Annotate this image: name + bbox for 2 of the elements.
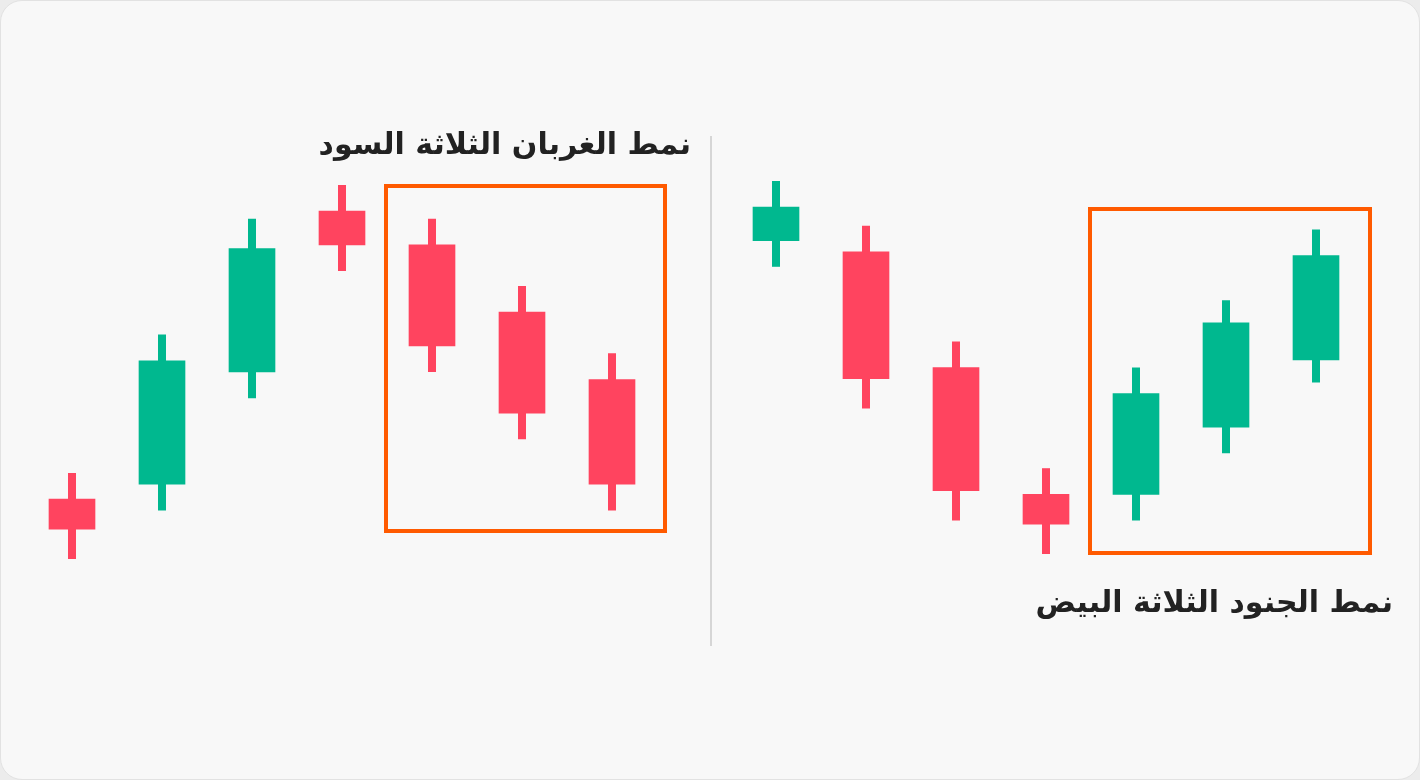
text: نمط الجنود الثلاثة البيض <box>1034 584 1393 619</box>
chart-title: نمط الغربان الثلاثة السود <box>317 126 691 161</box>
